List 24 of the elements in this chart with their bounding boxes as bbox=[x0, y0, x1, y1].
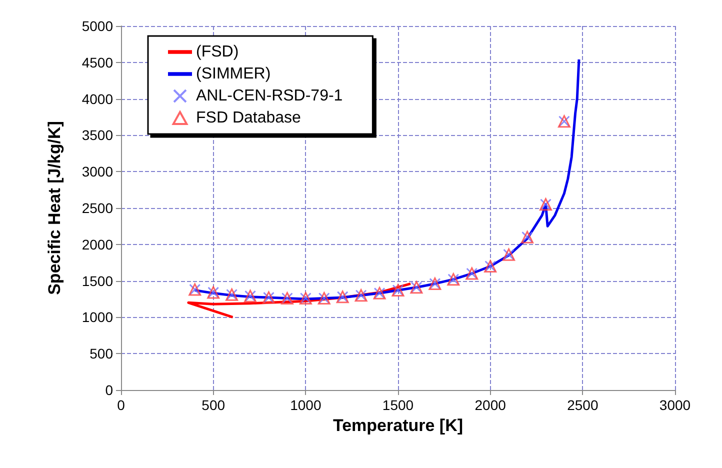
x-tick-label: 1000 bbox=[290, 397, 322, 413]
y-tick-label: 1000 bbox=[82, 309, 114, 326]
y-tick-label: 3500 bbox=[82, 127, 114, 144]
x-tick-label: 2000 bbox=[474, 397, 506, 413]
y-tick-label: 1500 bbox=[82, 272, 114, 289]
legend-label: (SIMMER) bbox=[196, 66, 271, 82]
legend-label: (FSD) bbox=[196, 44, 239, 60]
x-tick-label: 0 bbox=[117, 397, 126, 413]
y-tick-label: 4000 bbox=[82, 90, 114, 107]
x-axis-title: Temperature [K] bbox=[332, 416, 464, 435]
x-tick-label: 3000 bbox=[659, 397, 691, 413]
legend-label: FSD Database bbox=[196, 110, 302, 126]
x-tick-label: 500 bbox=[202, 397, 226, 413]
y-tick-label: 2000 bbox=[82, 236, 114, 252]
legend-label: ANL-CEN-RSD-79-1 bbox=[196, 88, 343, 104]
y-tick-label: 2500 bbox=[82, 200, 114, 216]
y-tick-label: 0 bbox=[105, 382, 114, 398]
x-tick-label: 1500 bbox=[382, 397, 414, 413]
y-tick-label: 5000 bbox=[82, 18, 114, 34]
y-tick-label: 500 bbox=[90, 346, 114, 362]
y-tick-label: 3000 bbox=[82, 164, 114, 180]
y-axis-title: Specific Heat [J/kg/K] bbox=[45, 121, 64, 295]
y-tick-label: 4500 bbox=[82, 54, 114, 70]
x-tick-label: 2500 bbox=[567, 397, 598, 413]
